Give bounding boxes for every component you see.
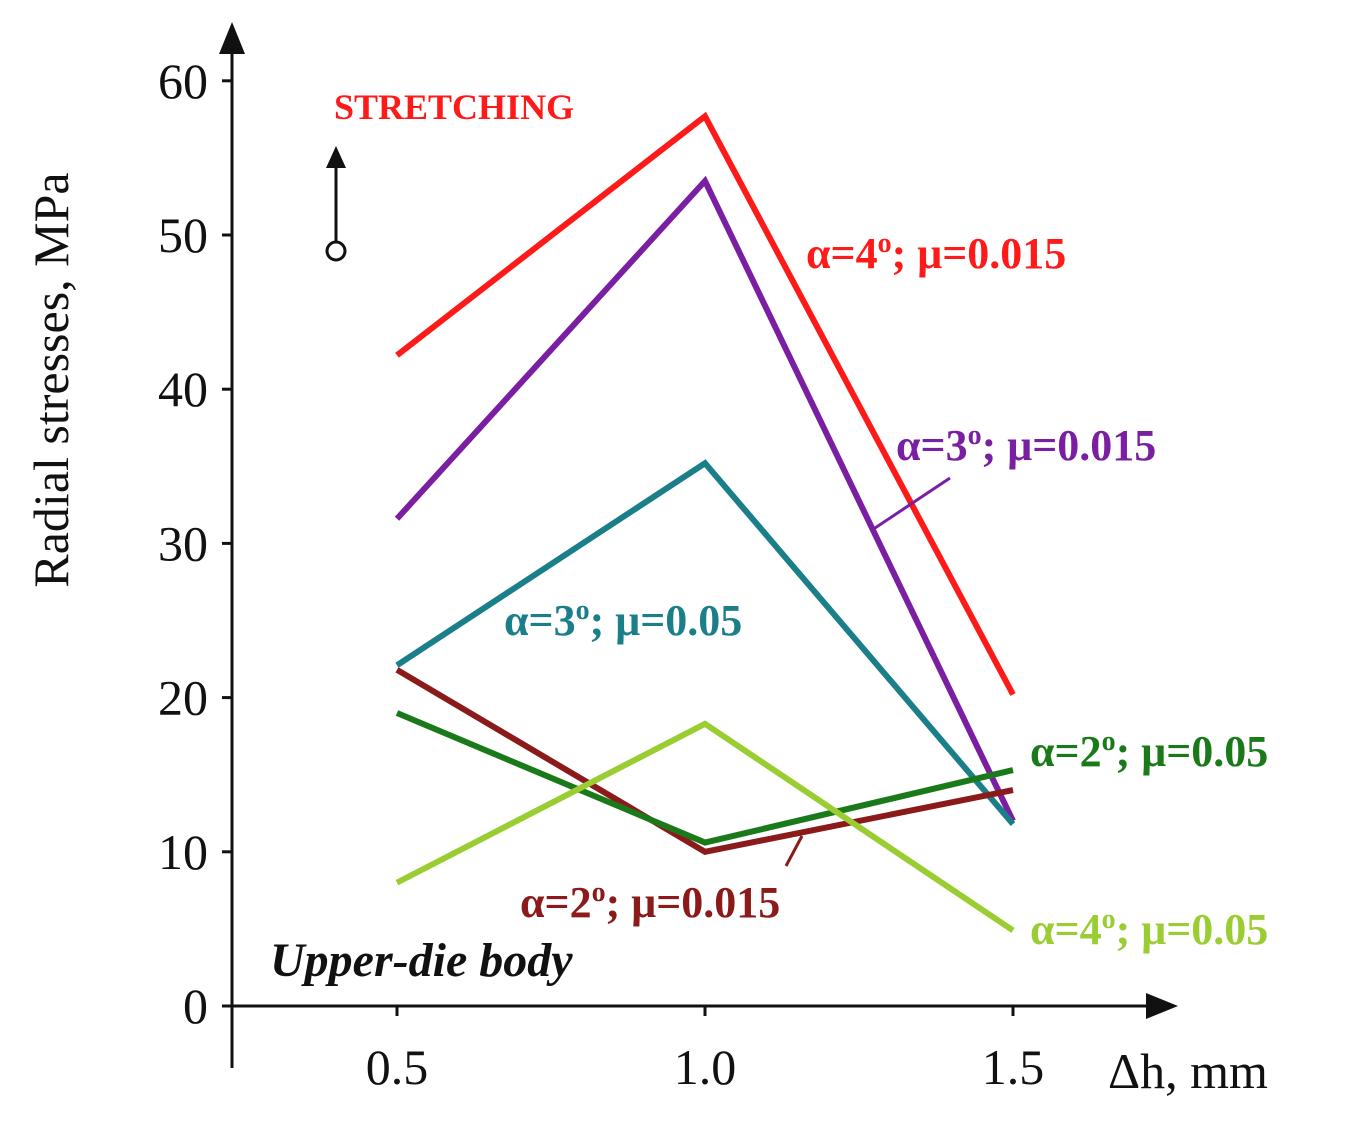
y-axis-title: Radial stresses, MPa — [23, 172, 79, 587]
series-label-2: α=3o; μ=0.015 — [896, 420, 1156, 470]
stretching-arrow-origin — [325, 240, 347, 262]
series-line-5 — [395, 710, 1014, 846]
x-tick-label: 1.5 — [982, 1039, 1045, 1095]
leader-lines — [784, 476, 951, 867]
y-tick-label: 50 — [158, 207, 208, 263]
y-axis-arrowhead — [219, 22, 245, 54]
stretching-label: STRETCHING — [334, 87, 574, 127]
leader-line-2 — [871, 476, 951, 532]
x-axis-arrowhead — [1146, 993, 1178, 1019]
x-tick-label: 0.5 — [366, 1039, 429, 1095]
y-tick-label: 0 — [183, 978, 208, 1034]
y-tick-label: 60 — [158, 53, 208, 109]
series-labels: α=4o; μ=0.015 α=3o; μ=0.015 α=3o; μ=0.05 α=… — [504, 228, 1268, 954]
series-lines — [394, 111, 1016, 933]
y-tick-label: 20 — [158, 670, 208, 726]
series-line-6 — [395, 720, 1015, 933]
series-label-5: α=2o; μ=0.05 — [1030, 726, 1268, 776]
x-ticks: 0.5 1.0 1.5 — [366, 1006, 1045, 1095]
series-line-2 — [394, 175, 1016, 823]
x-axis-title: Δh, mm — [1108, 1043, 1268, 1099]
leader-line-4 — [784, 835, 804, 867]
x-tick-label: 1.0 — [674, 1039, 737, 1095]
series-line-1 — [395, 111, 1016, 696]
series-label-6: α=4o; μ=0.05 — [1030, 904, 1268, 954]
series-line-4 — [395, 667, 1014, 855]
y-tick-label: 10 — [158, 824, 208, 880]
series-label-3: α=3o; μ=0.05 — [504, 595, 742, 645]
series-line-3 — [395, 459, 1016, 826]
series-label-4: α=2o; μ=0.015 — [520, 877, 780, 927]
y-tick-label: 40 — [158, 361, 208, 417]
stretching-arrow-icon — [326, 146, 346, 168]
series-label-1: α=4o; μ=0.015 — [806, 228, 1066, 278]
region-label: Upper-die body — [270, 934, 573, 987]
y-ticks: 0 10 20 30 40 50 60 — [158, 53, 232, 1034]
y-tick-label: 30 — [158, 515, 208, 571]
